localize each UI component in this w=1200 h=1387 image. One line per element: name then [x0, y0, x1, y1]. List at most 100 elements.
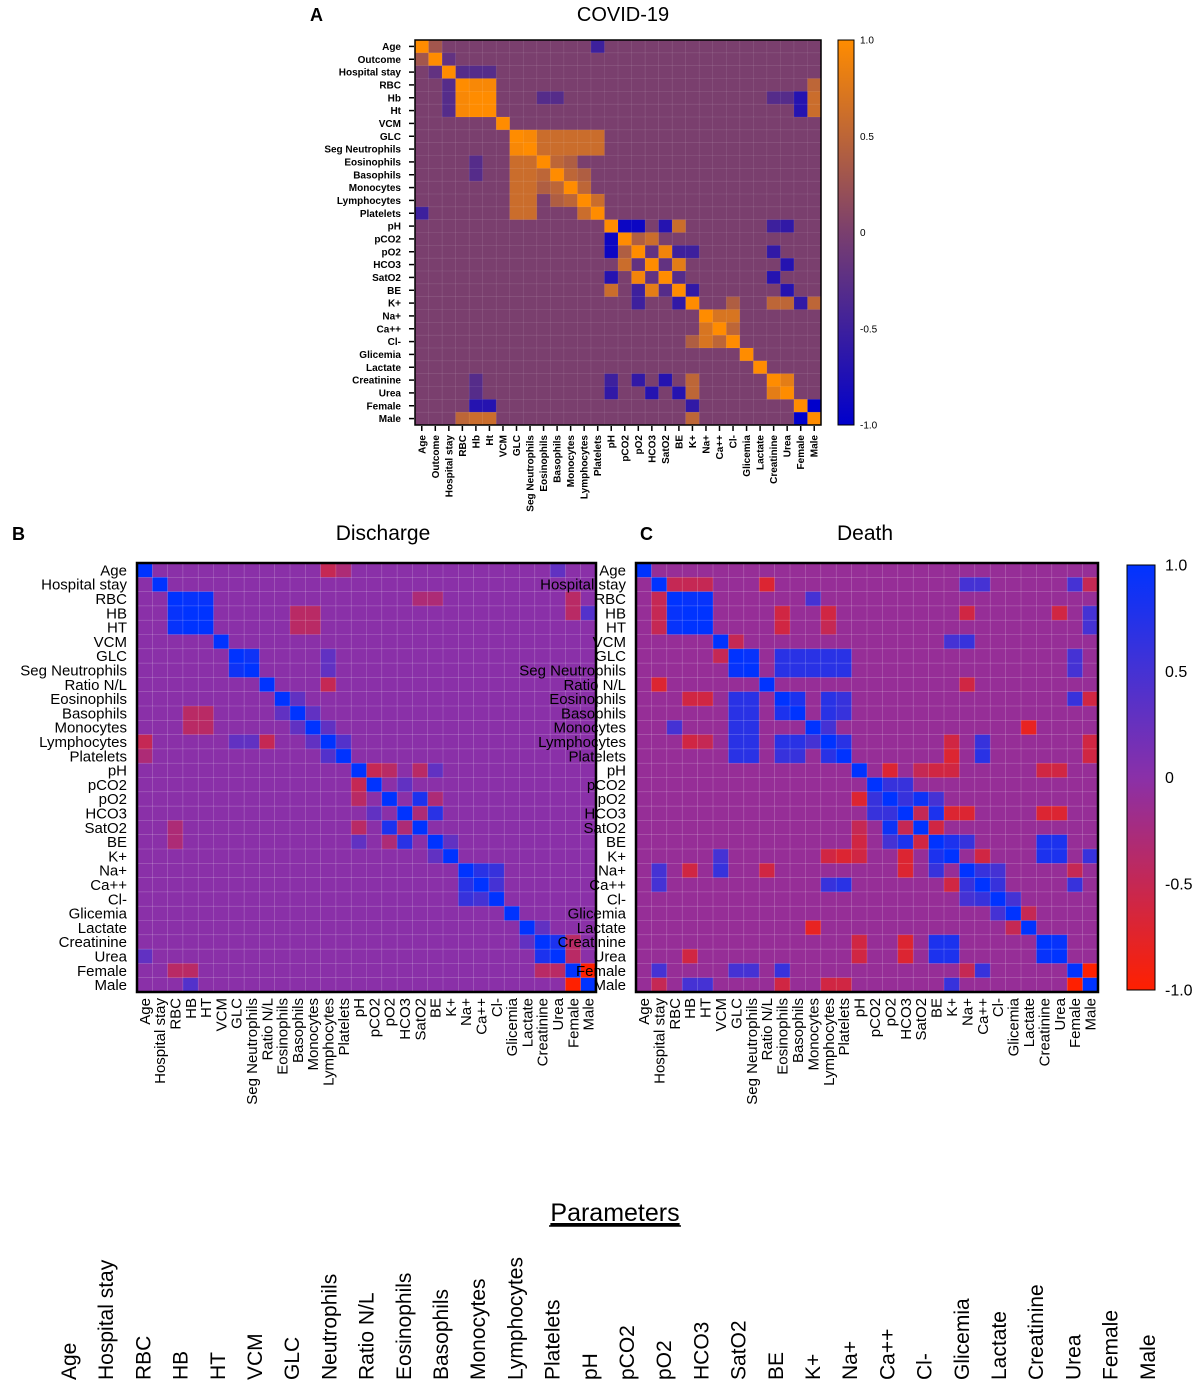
- heatmap-cell: [989, 662, 1007, 678]
- heatmap-cell: [549, 977, 566, 993]
- heatmap-cell: [753, 180, 768, 195]
- heatmap-cell: [604, 347, 619, 362]
- heatmap-cell: [213, 834, 230, 850]
- heatmap-cell: [136, 605, 153, 621]
- row-label: VCM: [379, 119, 401, 130]
- heatmap-cell: [807, 283, 822, 298]
- heatmap-cell: [651, 662, 668, 678]
- heatmap-cell: [167, 648, 184, 664]
- heatmap-cell: [631, 116, 646, 131]
- column-label: Ca++: [715, 435, 726, 460]
- heatmap-cell: [604, 334, 619, 349]
- heatmap-cell: [519, 762, 536, 779]
- heatmap-cell: [442, 791, 459, 807]
- heatmap-cell: [835, 905, 853, 922]
- heatmap-cell: [912, 591, 930, 607]
- row-label: SatO2: [84, 820, 127, 837]
- heatmap-cell: [304, 977, 322, 993]
- heatmap-cell: [1082, 619, 1099, 636]
- heatmap-cell: [495, 219, 511, 234]
- heatmap-cell: [651, 562, 668, 578]
- heatmap-cell: [774, 748, 791, 764]
- heatmap-cell: [820, 791, 837, 807]
- heatmap-cell: [182, 662, 199, 678]
- heatmap-cell: [671, 257, 687, 272]
- heatmap-cell: [739, 283, 754, 298]
- heatmap-cell: [728, 605, 745, 621]
- heatmap-cell: [213, 905, 230, 922]
- heatmap-cell: [590, 322, 606, 336]
- heatmap-cell: [671, 360, 687, 375]
- heatmap-cell: [617, 245, 633, 259]
- heatmap-cell: [519, 562, 536, 578]
- heatmap-cell: [728, 734, 745, 750]
- heatmap-cell: [644, 129, 660, 144]
- heatmap-cell: [259, 977, 276, 993]
- heatmap-cell: [1005, 934, 1022, 950]
- heatmap-cell: [882, 848, 899, 864]
- heatmap-cell: [396, 719, 414, 736]
- heatmap-cell: [928, 848, 945, 864]
- heatmap-cell: [658, 91, 673, 105]
- heatmap-cell: [807, 232, 822, 246]
- heatmap-cell: [259, 691, 276, 707]
- heatmap-cell: [274, 905, 291, 922]
- heatmap-cell: [681, 619, 699, 636]
- heatmap-cell: [943, 762, 960, 779]
- heatmap-cell: [989, 777, 1007, 793]
- heatmap-cell: [1020, 977, 1037, 993]
- heatmap-cell: [455, 180, 470, 195]
- heatmap-cell: [534, 562, 551, 578]
- heatmap-cell: [1066, 805, 1084, 821]
- heatmap-cell: [882, 963, 899, 979]
- heatmap-cell: [468, 309, 484, 323]
- colorbar: [1126, 564, 1156, 991]
- heatmap-cell: [228, 748, 245, 764]
- heatmap-cell: [658, 334, 673, 349]
- heatmap-cell: [427, 977, 444, 993]
- panel-title: COVID-19: [577, 4, 669, 26]
- heatmap-cell: [617, 78, 633, 92]
- heatmap-cell: [482, 347, 497, 362]
- heatmap-cell: [912, 920, 930, 936]
- row-label: Hb: [388, 93, 401, 104]
- heatmap-cell: [396, 562, 414, 578]
- heatmap-cell: [473, 791, 490, 807]
- heatmap-cell: [651, 634, 668, 650]
- heatmap-cell: [536, 360, 551, 375]
- heatmap-cell: [442, 648, 459, 664]
- heatmap-cell: [943, 748, 960, 764]
- heatmap-cell: [681, 820, 699, 836]
- heatmap-cell: [335, 562, 352, 578]
- heatmap-cell: [335, 891, 352, 907]
- heatmap-cell: [536, 283, 551, 298]
- heatmap-cell: [259, 963, 276, 979]
- heatmap-cell: [427, 677, 444, 693]
- heatmap-cell: [681, 934, 699, 950]
- heatmap-cell: [807, 386, 822, 400]
- heatmap-cell: [427, 705, 444, 721]
- heatmap-cell: [974, 805, 991, 821]
- heatmap-cell: [766, 257, 781, 272]
- heatmap-cell: [550, 65, 565, 80]
- heatmap-cell: [820, 591, 837, 607]
- heatmap-cell: [866, 562, 883, 578]
- heatmap-cell: [631, 155, 646, 169]
- heatmap-cell: [427, 834, 444, 850]
- heatmap-cell: [789, 805, 806, 821]
- heatmap-cell: [335, 691, 352, 707]
- heatmap-cell: [697, 834, 714, 850]
- heatmap-cell: [534, 791, 551, 807]
- heatmap-cell: [152, 791, 169, 807]
- heatmap-cell: [780, 180, 795, 195]
- heatmap-cell: [1082, 934, 1099, 950]
- heatmap-cell: [780, 399, 795, 413]
- heatmap-cell: [1005, 920, 1022, 936]
- heatmap-cell: [152, 562, 169, 578]
- column-label: Eosinophils: [775, 998, 792, 1075]
- heatmap-cell: [766, 206, 781, 221]
- row-label: Seg Neutrophils: [324, 145, 401, 156]
- heatmap-cell: [651, 777, 668, 793]
- heatmap-cell: [519, 934, 536, 950]
- heatmap-cell: [213, 948, 230, 964]
